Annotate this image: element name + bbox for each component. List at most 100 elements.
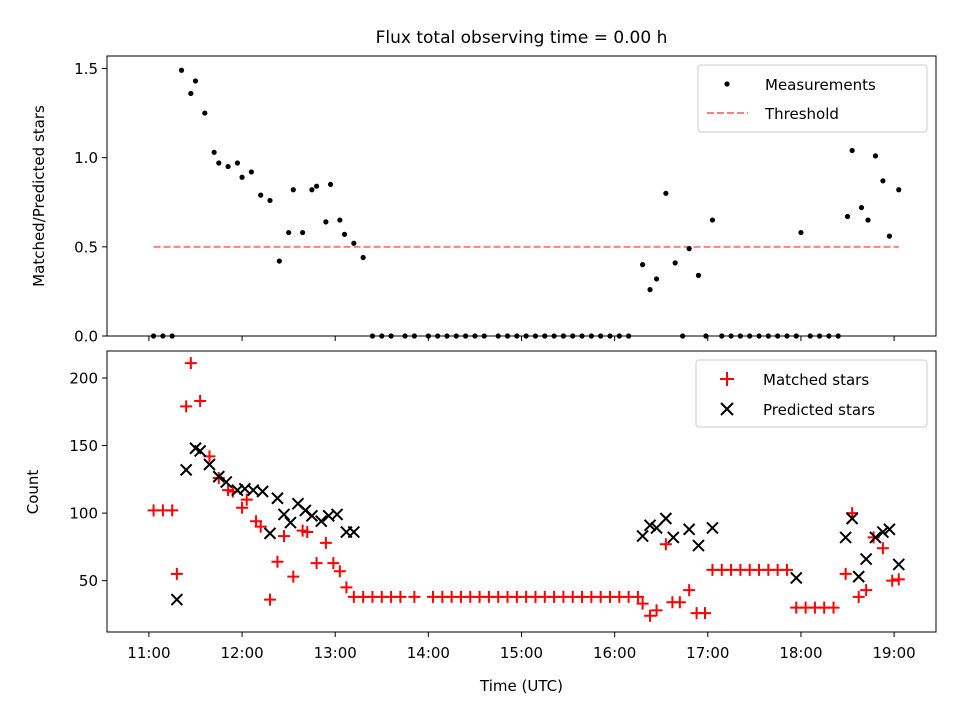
measurement-point <box>337 217 343 223</box>
measurement-point <box>865 217 871 223</box>
count-panel: 11:00 12:00 13:00 14:00 15:00 16:00 17:00 18:00… <box>24 350 937 662</box>
x-tick-label: 19:00 <box>872 644 915 662</box>
top-axes-frame <box>106 55 937 337</box>
matched-star-point <box>408 590 421 603</box>
measurement-point <box>880 178 886 184</box>
x-tick-label: 17:00 <box>686 644 729 662</box>
measurement-point <box>686 246 692 252</box>
legend-measurements-label: Measurements <box>765 76 876 94</box>
x-tick-label: 18:00 <box>779 644 822 662</box>
predicted-star-point <box>876 525 890 539</box>
measurement-point <box>886 233 893 239</box>
matched-star-point <box>876 542 889 555</box>
measurement-point <box>672 260 678 266</box>
measurement-point <box>844 213 851 220</box>
top-y-tick-label: 0.0 <box>74 328 98 346</box>
predicted-star-point <box>305 509 319 523</box>
measurement-point <box>639 262 646 268</box>
legend-matched-label: Matched stars <box>763 371 869 389</box>
measurement-point <box>188 90 194 97</box>
top-y-tick-label: 1.0 <box>74 149 98 167</box>
measurement-point <box>216 160 222 166</box>
measurement-point <box>248 169 254 175</box>
measurement-point <box>858 204 865 211</box>
matched-star-point <box>673 596 686 609</box>
predicted-star-point <box>179 463 193 477</box>
matched-star-point <box>659 538 672 551</box>
matched-star-point <box>839 567 852 580</box>
measurement-point <box>849 147 855 154</box>
matched-star-point <box>852 590 865 603</box>
bottom-axis-ticks: 11:00 12:00 13:00 14:00 15:00 16:00 17:00 18:00… <box>69 370 915 662</box>
matched-star-point <box>277 530 290 543</box>
top-axis-ticks: 0.0 0.5 1.0 1.5 <box>74 60 895 346</box>
predicted-star-point <box>315 515 328 528</box>
matched-star-point <box>184 357 197 370</box>
predicted-star-point <box>883 523 896 536</box>
x-tick-label: 11:00 <box>127 644 170 662</box>
matched-star-point <box>683 584 696 597</box>
ratio-panel: 0.0 0.5 1.0 1.5 Matched/Predicted stars Mea… <box>30 55 937 346</box>
measurement-point <box>709 217 716 223</box>
predicted-star-point <box>682 523 696 536</box>
matched-star-point <box>180 400 193 413</box>
predicted-star-point <box>284 516 297 529</box>
measurement-points <box>150 67 902 339</box>
matched-star-point <box>310 557 323 570</box>
predicted-star-point <box>193 444 207 458</box>
measurement-point <box>341 231 348 237</box>
bottom-axes-frame <box>106 350 937 633</box>
predicted-star-point <box>869 531 882 544</box>
x-tick-label: 14:00 <box>407 644 450 662</box>
x-tick-label: 13:00 <box>314 644 357 662</box>
predicted-star-point <box>659 512 673 525</box>
measurement-point <box>695 272 702 278</box>
bottom-y-tick-label: 50 <box>79 572 98 590</box>
predicted-star-point <box>330 508 344 521</box>
predicted-star-point <box>839 531 852 544</box>
measurement-point <box>234 160 241 166</box>
x-tick-label: 16:00 <box>593 644 636 662</box>
predicted-star-point <box>706 521 719 535</box>
measurement-point <box>276 258 282 264</box>
legend-predicted-label: Predicted stars <box>763 401 875 419</box>
matched-star-point <box>240 493 253 506</box>
bottom-legend-box <box>695 359 928 428</box>
measurement-point <box>290 187 296 193</box>
predicted-star-point <box>692 539 705 552</box>
bottom-y-tick-label: 100 <box>69 505 98 523</box>
measurement-point <box>313 183 320 189</box>
measurement-point <box>872 153 879 159</box>
measurement-point <box>211 149 217 155</box>
matched-star-point <box>194 394 207 407</box>
measurement-point <box>327 181 334 188</box>
legend-threshold-label: Threshold <box>764 105 839 123</box>
predicted-star-point <box>263 527 277 540</box>
matched-star-point <box>271 555 284 568</box>
predicted-star-point <box>845 512 859 525</box>
top-y-axis-label: Matched/Predicted stars <box>30 105 48 287</box>
matched-star-point <box>860 584 873 597</box>
matched-star-point <box>301 526 314 539</box>
matched-star-point <box>636 597 649 610</box>
matched-star-point <box>287 570 300 583</box>
matched-star-point <box>340 581 353 594</box>
measurement-point <box>178 67 185 73</box>
predicted-star-point <box>636 529 649 543</box>
predicted-star-point <box>852 570 865 583</box>
predicted-star-point <box>170 593 184 606</box>
matched-star-point <box>254 520 267 533</box>
predicted-star-point <box>650 521 663 535</box>
matched-star-point <box>394 590 407 603</box>
matched-star-point <box>698 607 711 620</box>
measurement-point <box>323 219 329 225</box>
measurement-point <box>258 192 264 198</box>
top-legend-box <box>697 64 928 133</box>
predicted-star-point <box>790 571 803 585</box>
matched-star-point <box>886 574 899 587</box>
predicted-star-point <box>220 475 233 489</box>
measurement-point <box>647 287 653 293</box>
x-tick-label: 15:00 <box>500 644 543 662</box>
measurement-point <box>798 229 804 236</box>
